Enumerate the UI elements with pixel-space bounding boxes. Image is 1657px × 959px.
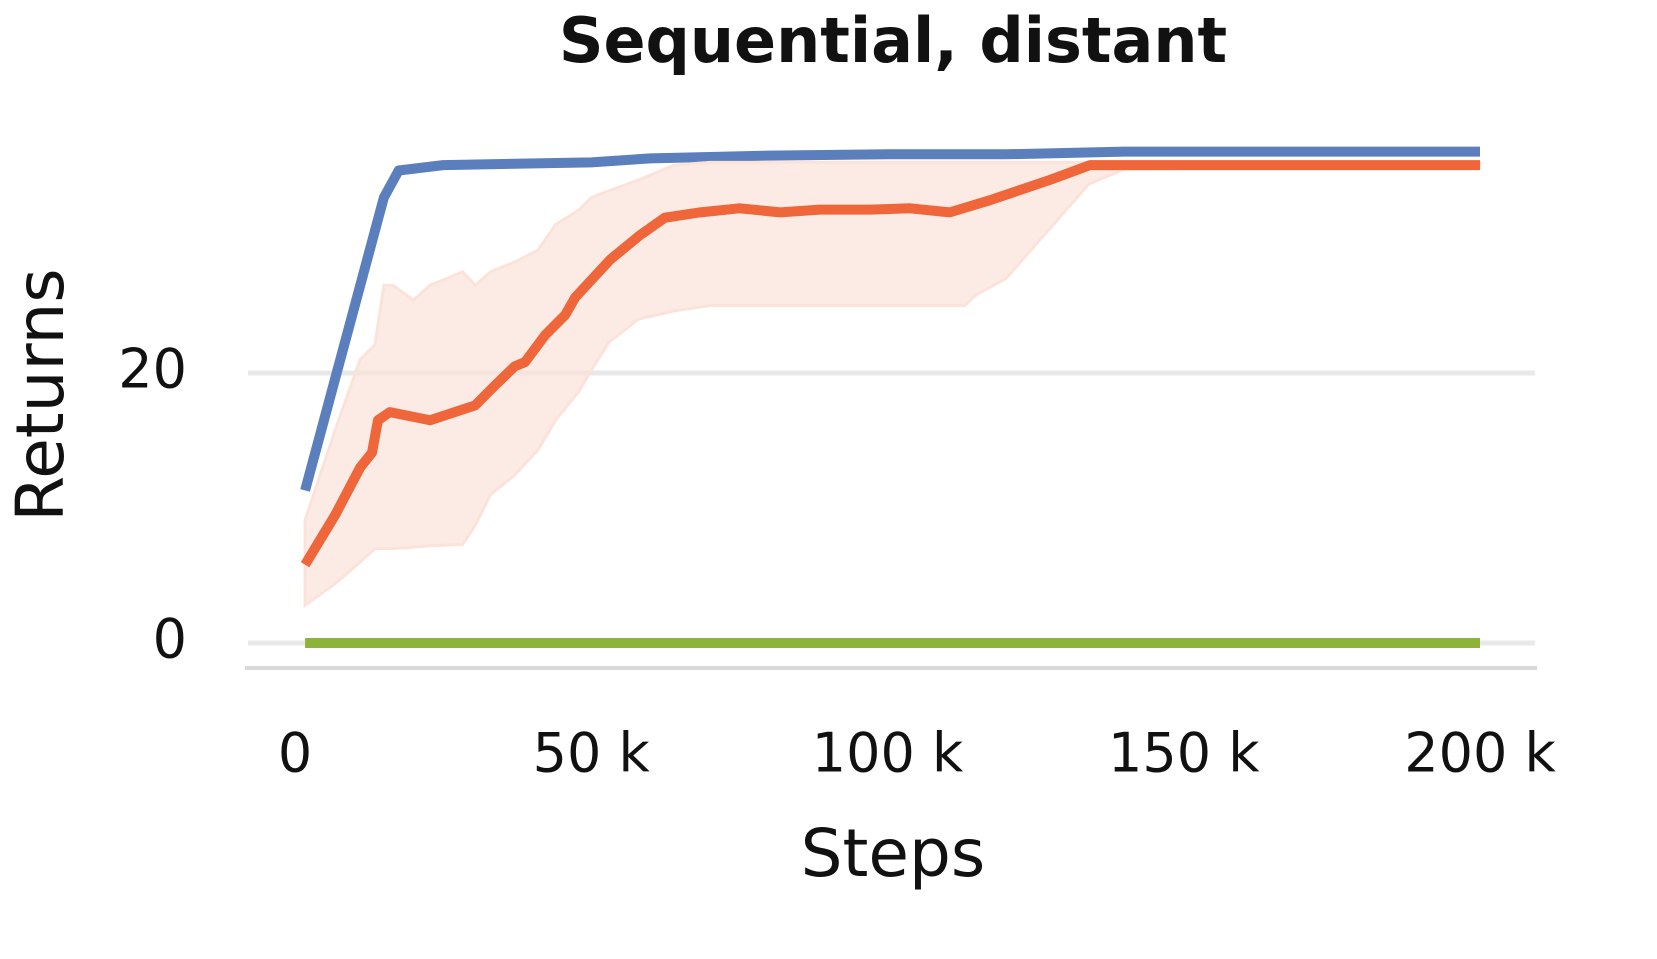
- y-tick-label: 20: [118, 338, 187, 401]
- chart-title: Sequential, distant: [559, 4, 1227, 77]
- x-tick-label: 100 k: [812, 722, 964, 785]
- x-axis-label: Steps: [801, 815, 986, 892]
- x-tick-label: 50 k: [533, 722, 651, 785]
- y-axis-label: Returns: [2, 268, 79, 521]
- x-tick-label: 200 k: [1404, 722, 1556, 785]
- x-tick-label: 0: [278, 722, 312, 785]
- band: [303, 160, 1482, 609]
- x-tick-label: 150 k: [1108, 722, 1260, 785]
- line: [300, 146, 1480, 492]
- line: [300, 160, 1480, 568]
- y-tick-label: 0: [153, 608, 187, 671]
